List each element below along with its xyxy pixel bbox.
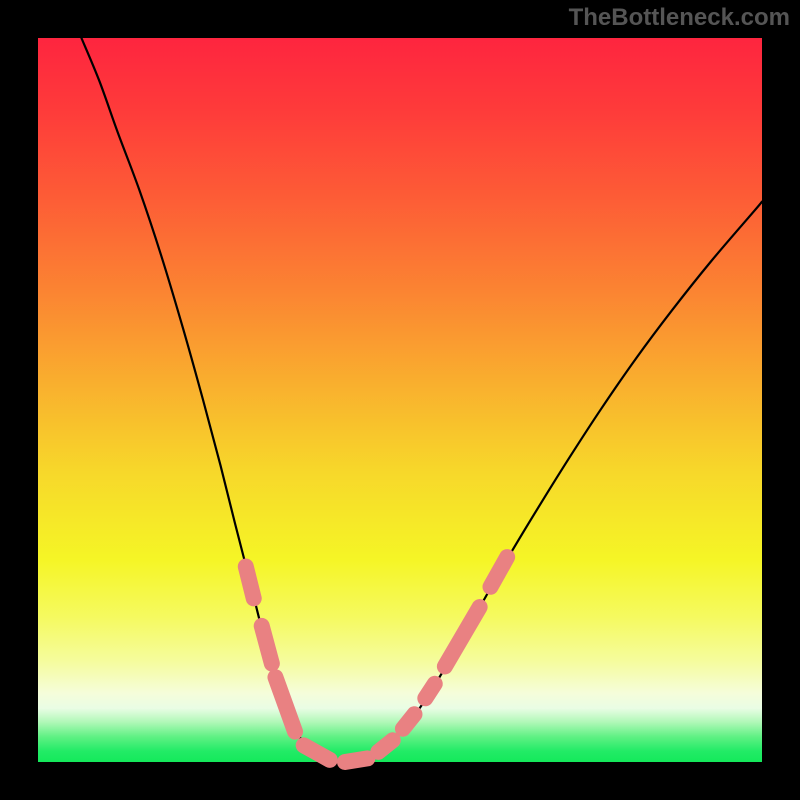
highlight-segment — [425, 684, 434, 698]
bottleneck-chart — [0, 0, 800, 800]
chart-container: TheBottleneck.com — [0, 0, 800, 800]
highlight-segment — [378, 740, 392, 752]
highlight-segment — [403, 714, 415, 728]
plot-area — [38, 38, 762, 762]
gradient-background — [38, 38, 762, 762]
watermark-text: TheBottleneck.com — [569, 4, 790, 32]
highlight-segment — [345, 758, 367, 762]
highlight-segment — [246, 567, 254, 599]
highlight-segment — [262, 626, 272, 664]
